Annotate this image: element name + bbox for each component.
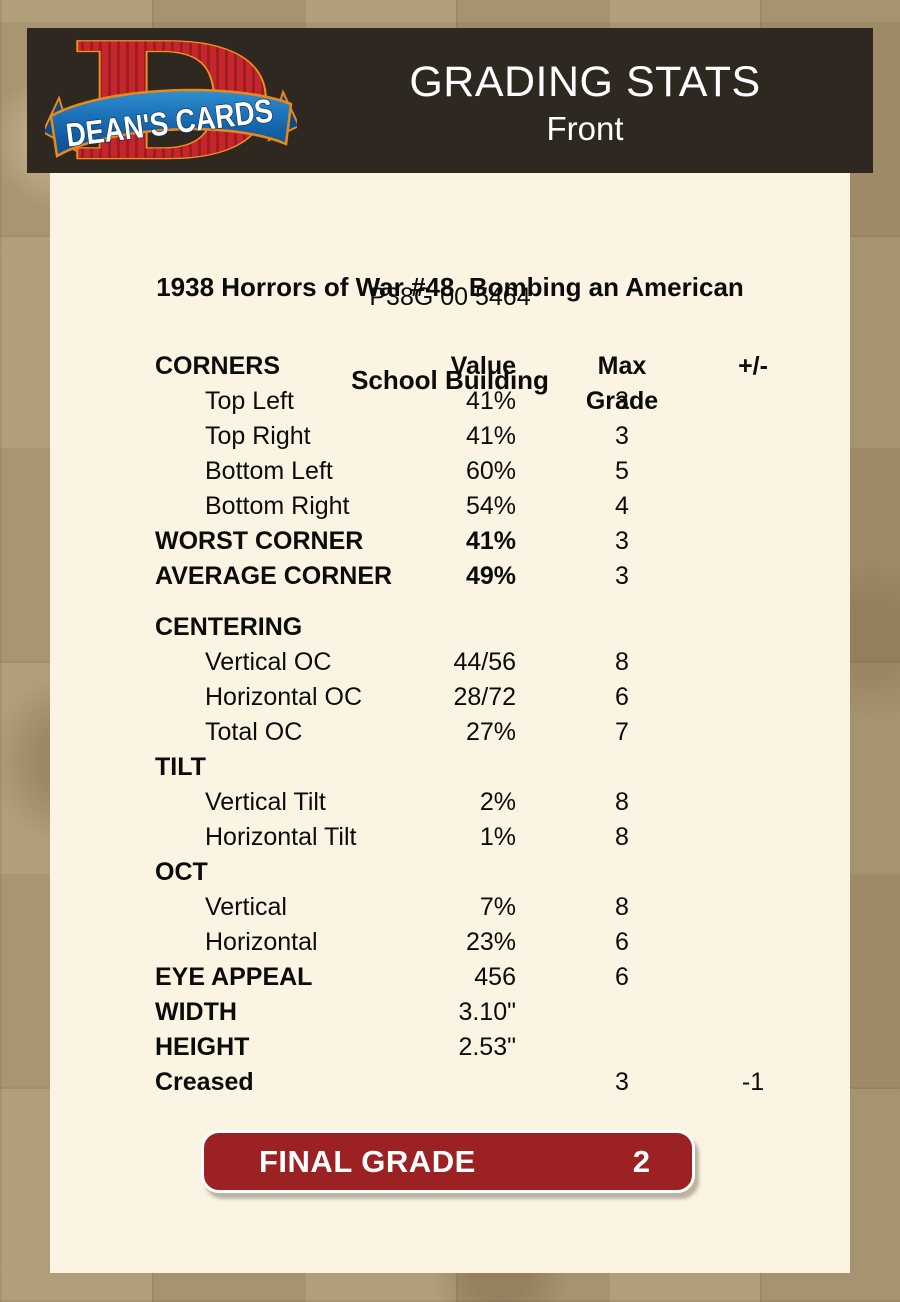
column-header-corners: CORNERS <box>155 352 281 380</box>
row-label: Horizontal OC <box>205 683 362 711</box>
row-label: AVERAGE CORNER <box>155 562 393 590</box>
row-value: 23% <box>465 928 516 956</box>
table-row: WORST CORNER 41% 3 <box>50 524 850 559</box>
row-label: Bottom Right <box>205 492 350 520</box>
row-value: 7% <box>479 893 516 921</box>
row-max-grade: 3 <box>615 527 629 555</box>
row-value: 41% <box>465 422 516 450</box>
table-row: Vertical 7% 8 <box>50 890 850 925</box>
table-row: Vertical OC 44/56 8 <box>50 645 850 680</box>
column-header-value: Value <box>450 352 516 380</box>
table-row: Bottom Right 54% 4 <box>50 489 850 524</box>
table-row: Top Left 41% 3 <box>50 384 850 419</box>
page-subtitle: Front <box>546 109 624 147</box>
table-row: Horizontal 23% 6 <box>50 925 850 960</box>
card-title-line1: 1938 Horrors of War #48 Bombing an Ameri… <box>156 272 744 302</box>
row-value: 3.10" <box>458 998 516 1026</box>
table-row: Total OC 27% 7 <box>50 715 850 750</box>
table-row: Horizontal Tilt 1% 8 <box>50 820 850 855</box>
row-value: 54% <box>465 492 516 520</box>
table-row: AVERAGE CORNER 49% 3 <box>50 559 850 594</box>
column-header-plus-minus: +/- <box>738 352 768 380</box>
row-label: Vertical <box>205 893 287 921</box>
row-label: Horizontal Tilt <box>205 823 357 851</box>
grades-table: CORNERS Value Max Grade +/- Top Left 41%… <box>50 349 850 1100</box>
final-grade-badge: FINAL GRADE 2 <box>201 1130 695 1193</box>
table-row: OCT <box>50 855 850 890</box>
row-label: Total OC <box>205 718 303 746</box>
row-value: 27% <box>465 718 516 746</box>
deans-cards-logo-icon: D DEAN'S CARDS <box>45 32 297 169</box>
final-grade-label: FINAL GRADE <box>259 1143 476 1179</box>
row-value: 41% <box>465 527 516 555</box>
row-label: Bottom Left <box>205 457 333 485</box>
row-value: 2.53" <box>458 1033 516 1061</box>
grades-table-body: Top Left 41% 3 Top Right 41% 3 Bottom Le… <box>50 384 850 1100</box>
row-value: 49% <box>465 562 516 590</box>
header-titles: GRADING STATS Front <box>307 28 863 173</box>
row-label: Top Left <box>205 387 294 415</box>
table-row: Creased 3 -1 <box>50 1065 850 1100</box>
row-label: OCT <box>155 858 208 886</box>
row-label: WIDTH <box>155 998 237 1026</box>
row-max-grade: 3 <box>615 422 629 450</box>
final-grade-value: 2 <box>632 1143 650 1179</box>
table-row: WIDTH 3.10" <box>50 995 850 1030</box>
row-max-grade: 6 <box>615 928 629 956</box>
row-value: 456 <box>474 963 516 991</box>
table-row: CENTERING <box>50 610 850 645</box>
row-max-grade: 7 <box>615 718 629 746</box>
row-max-grade: 8 <box>615 648 629 676</box>
row-value: 44/56 <box>453 648 516 676</box>
row-label: Horizontal <box>205 928 318 956</box>
row-label: HEIGHT <box>155 1033 250 1061</box>
row-max-grade: 3 <box>615 387 629 415</box>
row-max-grade: 8 <box>615 893 629 921</box>
row-label: Creased <box>155 1068 254 1096</box>
table-row: Horizontal OC 28/72 6 <box>50 680 850 715</box>
row-max-grade: 3 <box>615 562 629 590</box>
grades-table-header-row: CORNERS Value Max Grade +/- <box>50 349 850 415</box>
row-max-grade: 6 <box>615 963 629 991</box>
row-label: EYE APPEAL <box>155 963 313 991</box>
column-header-max-grade: Max Grade <box>585 352 659 415</box>
row-label: Top Right <box>205 422 311 450</box>
report-panel: 1938 Horrors of War #48 Bombing an Ameri… <box>50 170 850 1273</box>
row-label: CENTERING <box>155 613 303 641</box>
row-max-grade: 4 <box>615 492 629 520</box>
row-label: TILT <box>155 753 206 781</box>
card-title-line2: School Building <box>351 365 549 395</box>
row-plus-minus: -1 <box>741 1068 765 1096</box>
table-row: Vertical Tilt 2% 8 <box>50 785 850 820</box>
row-value: 28/72 <box>453 683 516 711</box>
table-row: TILT <box>50 750 850 785</box>
row-max-grade: 8 <box>615 788 629 816</box>
table-row: Top Right 41% 3 <box>50 419 850 454</box>
row-value: 2% <box>479 788 516 816</box>
row-max-grade: 5 <box>615 457 629 485</box>
header-bar: D DEAN'S CARDS GRADING STATS Front <box>27 28 873 173</box>
row-max-grade: 8 <box>615 823 629 851</box>
row-max-grade: 3 <box>615 1068 629 1096</box>
table-row: EYE APPEAL 456 6 <box>50 960 850 995</box>
table-row: HEIGHT 2.53" <box>50 1030 850 1065</box>
table-row: Bottom Left 60% 5 <box>50 454 850 489</box>
row-value: 60% <box>465 457 516 485</box>
row-value: 41% <box>465 387 516 415</box>
card-serial-number: P38G 00 5464 <box>369 283 531 311</box>
row-label: Vertical Tilt <box>205 788 326 816</box>
row-label: Vertical OC <box>205 648 332 676</box>
row-label: WORST CORNER <box>155 527 364 555</box>
card-title: 1938 Horrors of War #48 Bombing an Ameri… <box>50 210 850 458</box>
row-value: 1% <box>479 823 516 851</box>
row-max-grade: 6 <box>615 683 629 711</box>
page-title: GRADING STATS <box>409 57 761 106</box>
